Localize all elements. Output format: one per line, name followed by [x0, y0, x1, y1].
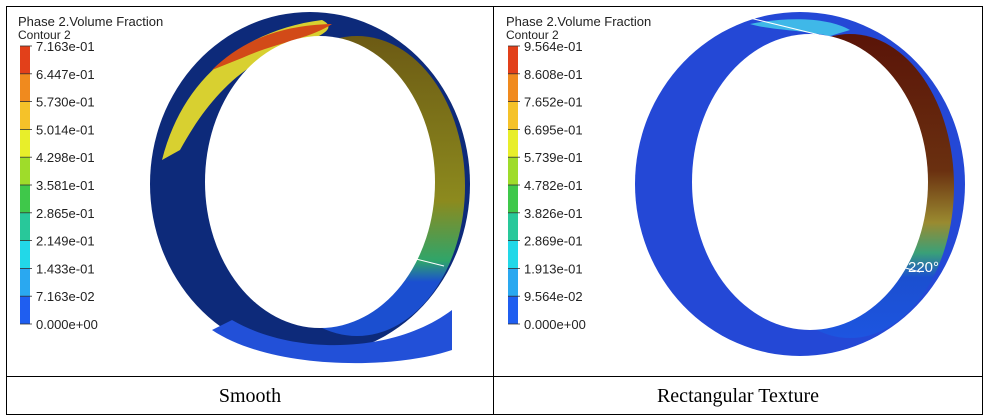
legend-label: 1.433e-01	[36, 261, 95, 276]
rule	[6, 6, 7, 415]
legend-swatch	[20, 213, 30, 241]
legend-swatch	[508, 296, 518, 324]
legend-swatch	[20, 241, 30, 269]
legend-label: 8.608e-01	[524, 67, 583, 82]
legend-label: 7.652e-01	[524, 95, 583, 110]
legend-swatch	[508, 213, 518, 241]
legend-swatch	[508, 268, 518, 296]
ring-opening	[692, 34, 928, 330]
caption: Rectangular Texture	[494, 378, 982, 414]
legend-label: 1.913e-01	[524, 261, 583, 276]
ring-opening	[205, 36, 435, 328]
legend-label: 6.695e-01	[524, 122, 583, 137]
legend-label: 9.564e-02	[524, 289, 583, 304]
angle-label: 0°	[820, 61, 834, 78]
legend-swatch	[20, 129, 30, 157]
legend-label: 2.865e-01	[36, 206, 95, 221]
legend-swatch	[508, 46, 518, 74]
legend-title: Phase 2.Volume Fraction	[506, 14, 651, 29]
legend-label: 3.581e-01	[36, 178, 95, 193]
legend-title: Phase 2.Volume Fraction	[18, 14, 163, 29]
legend-label: 5.730e-01	[36, 95, 95, 110]
legend-swatch	[20, 185, 30, 213]
legend-label: 6.447e-01	[36, 67, 95, 82]
rule	[6, 376, 983, 377]
legend-swatch	[508, 157, 518, 185]
rule	[493, 6, 494, 415]
legend-label: 3.826e-01	[524, 206, 583, 221]
legend-label: 2.149e-01	[36, 234, 95, 249]
legend-label: 0.000e+00	[36, 317, 98, 332]
legend-swatch	[20, 74, 30, 102]
legend-swatch	[20, 46, 30, 74]
legend-label: 9.564e-01	[524, 39, 583, 54]
angle-label: 220°	[440, 281, 471, 298]
legend-swatch	[508, 102, 518, 130]
rule	[982, 6, 983, 415]
legend-swatch	[20, 296, 30, 324]
legend-label: 7.163e-02	[36, 289, 95, 304]
legend-swatch	[20, 102, 30, 130]
angle-label: 0°	[334, 49, 348, 66]
legend-label: 2.869e-01	[524, 234, 583, 249]
legend-swatch	[20, 157, 30, 185]
caption: Smooth	[7, 378, 493, 414]
legend-swatch	[508, 74, 518, 102]
legend-label: 7.163e-01	[36, 39, 95, 54]
legend-swatch	[508, 185, 518, 213]
angle-label: 220°	[908, 259, 939, 276]
legend-swatch	[20, 268, 30, 296]
legend-swatch	[508, 241, 518, 269]
page: 0° 220° Phase 2.Volume FractionContour 2…	[0, 0, 988, 416]
legend-label: 4.298e-01	[36, 150, 95, 165]
legend-label: 5.014e-01	[36, 122, 95, 137]
legend-label: 5.739e-01	[524, 150, 583, 165]
legend-label: 0.000e+00	[524, 317, 586, 332]
rule	[6, 6, 983, 7]
legend-swatch	[508, 129, 518, 157]
legend-label: 4.782e-01	[524, 178, 583, 193]
rule	[6, 414, 983, 415]
